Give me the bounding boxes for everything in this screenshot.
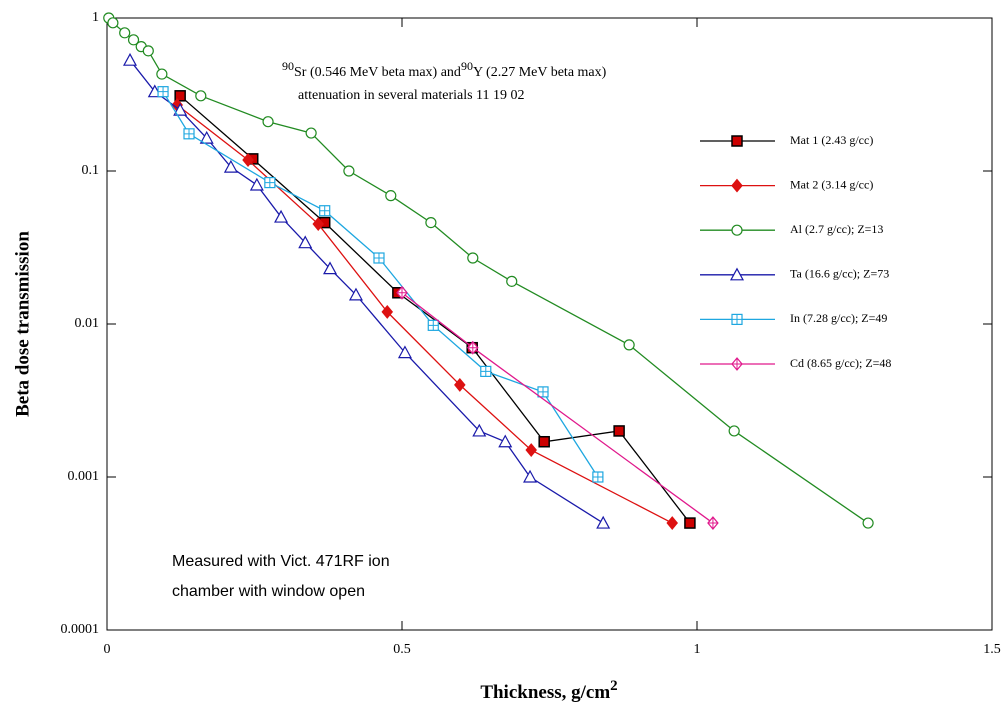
marker bbox=[862, 517, 874, 529]
marker bbox=[173, 102, 188, 116]
marker bbox=[729, 267, 745, 281]
marker bbox=[107, 17, 119, 29]
marker-cross bbox=[592, 472, 603, 482]
marker bbox=[274, 209, 289, 223]
note-line: Measured with Vict. 471RF ion bbox=[172, 553, 390, 570]
y-tick-label: 0.1 bbox=[82, 163, 100, 178]
marker-cross bbox=[480, 366, 491, 377]
marker bbox=[425, 216, 437, 229]
marker-cross bbox=[467, 341, 478, 354]
marker bbox=[472, 423, 487, 437]
y-tick-label: 0.01 bbox=[75, 316, 100, 331]
legend-label: Mat 1 (2.43 g/cc) bbox=[790, 133, 873, 147]
series-line bbox=[401, 292, 714, 524]
marker bbox=[298, 235, 313, 249]
marker bbox=[262, 116, 274, 128]
marker bbox=[381, 304, 394, 319]
marker-cross bbox=[184, 128, 195, 139]
note-line: chamber with window open bbox=[172, 583, 365, 600]
marker-cross bbox=[538, 386, 549, 397]
marker-cross bbox=[264, 177, 275, 188]
marker bbox=[127, 34, 140, 46]
marker bbox=[142, 45, 154, 57]
annotation: 90Sr (0.546 MeV beta max) and90Y (2.27 M… bbox=[282, 59, 607, 80]
y-tick-label: 1 bbox=[92, 10, 99, 25]
x-tick-label: 0 bbox=[104, 642, 111, 657]
y-tick-label: 0.001 bbox=[68, 469, 100, 484]
marker bbox=[613, 425, 625, 437]
x-axis-title-sup: 2 bbox=[610, 678, 618, 694]
marker bbox=[174, 90, 186, 102]
annotation-line: attenuation in several materials 11 19 0… bbox=[298, 88, 525, 103]
marker bbox=[305, 127, 317, 139]
marker bbox=[195, 90, 207, 102]
marker-cross bbox=[373, 253, 384, 264]
annotation-text: Sr (0.546 MeV beta max) and bbox=[294, 65, 461, 80]
legend-label: Cd (8.65 g/cc); Z=48 bbox=[790, 356, 891, 370]
marker bbox=[731, 224, 743, 236]
marker bbox=[385, 190, 397, 202]
legend-label: In (7.28 g/cc); Z=49 bbox=[790, 311, 887, 325]
marker bbox=[454, 377, 466, 392]
marker bbox=[728, 425, 740, 437]
marker bbox=[684, 517, 696, 529]
marker bbox=[343, 165, 355, 177]
x-axis-title: Thickness, g/cm2 bbox=[480, 678, 617, 703]
annotation-sup: 90 bbox=[282, 59, 294, 73]
x-tick-label: 1.5 bbox=[983, 642, 1001, 657]
marker bbox=[731, 135, 743, 147]
marker bbox=[525, 443, 537, 457]
marker-cross bbox=[707, 517, 718, 530]
marker bbox=[467, 252, 479, 264]
marker bbox=[666, 516, 679, 530]
marker bbox=[199, 130, 214, 144]
y-tick-label: 0.0001 bbox=[61, 622, 100, 637]
marker-cross bbox=[397, 286, 407, 299]
marker bbox=[323, 261, 338, 275]
marker bbox=[119, 27, 131, 39]
marker bbox=[506, 275, 518, 287]
marker bbox=[223, 159, 238, 173]
marker-cross bbox=[319, 205, 330, 216]
marker-cross bbox=[158, 86, 169, 97]
marker bbox=[498, 434, 513, 448]
marker bbox=[156, 68, 168, 80]
legend-label: Mat 2 (3.14 g/cc) bbox=[790, 177, 873, 191]
marker bbox=[523, 469, 538, 483]
marker bbox=[122, 52, 138, 66]
marker-cross bbox=[732, 314, 742, 325]
marker bbox=[731, 178, 743, 193]
x-tick-label: 1 bbox=[694, 642, 701, 657]
marker bbox=[596, 515, 611, 529]
marker bbox=[242, 153, 254, 167]
marker bbox=[348, 287, 363, 301]
marker bbox=[397, 345, 412, 359]
marker bbox=[249, 177, 264, 191]
annotation-text: Y (2.27 MeV beta max) bbox=[473, 65, 607, 80]
marker-cross bbox=[732, 358, 742, 370]
marker bbox=[538, 435, 550, 448]
x-tick-label: 0.5 bbox=[393, 642, 411, 657]
series-line bbox=[162, 91, 599, 478]
annotation-sup: 90 bbox=[461, 59, 473, 73]
marker-cross bbox=[428, 320, 439, 331]
x-axis-title-text: Thickness, g/cm bbox=[480, 682, 610, 703]
marker bbox=[623, 339, 635, 351]
legend-label: Ta (16.6 g/cc); Z=73 bbox=[790, 267, 889, 281]
marker bbox=[312, 217, 325, 231]
y-axis-title: Beta dose transmission bbox=[12, 231, 33, 417]
legend-label: Al (2.7 g/cc); Z=13 bbox=[790, 222, 883, 236]
